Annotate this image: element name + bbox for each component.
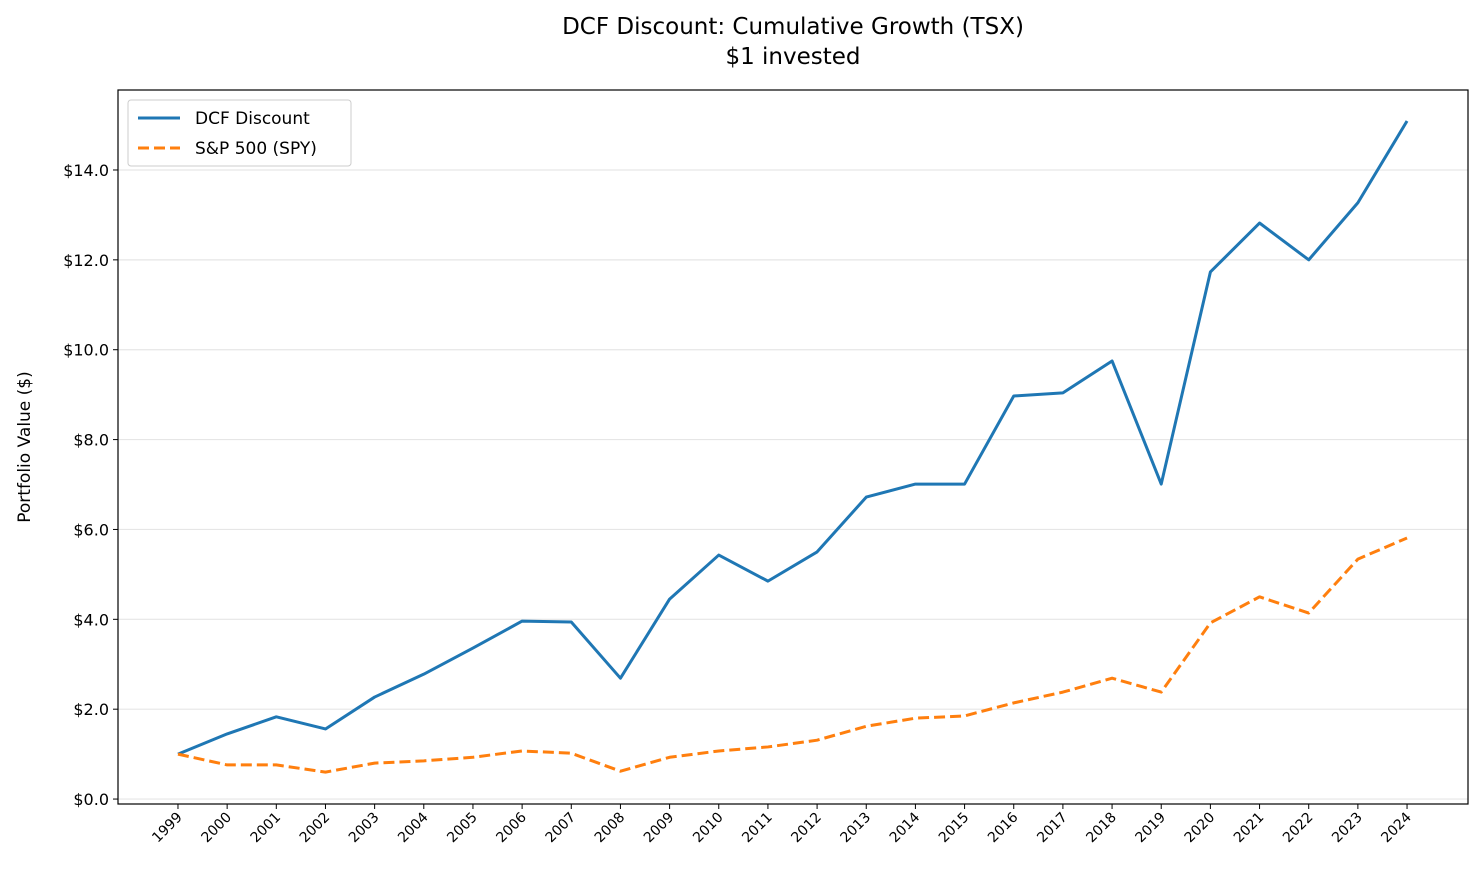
x-tick-label: 2007 bbox=[543, 810, 580, 847]
plot-frame bbox=[117, 89, 1469, 805]
x-tick-label: 2004 bbox=[395, 809, 432, 846]
x-tick-label: 2017 bbox=[1034, 810, 1071, 847]
x-tick-label: 2001 bbox=[248, 810, 285, 847]
y-tick-label: $4.0 bbox=[73, 610, 109, 629]
x-axis: 1999 2000 2001 2002 2003 2004 2005 2006 2007 2008… bbox=[149, 804, 1415, 846]
x-tick-label: 2003 bbox=[346, 810, 383, 847]
x-tick-label: 2006 bbox=[493, 809, 530, 846]
x-tick-label: 2019 bbox=[1133, 810, 1170, 847]
x-tick-label: 2005 bbox=[444, 810, 481, 847]
x-tick-label: 2000 bbox=[198, 810, 235, 847]
y-tick-label: $6.0 bbox=[73, 520, 109, 539]
y-tick-label: $0.0 bbox=[73, 790, 109, 809]
x-tick-label: 2011 bbox=[739, 810, 776, 847]
x-tick-label: 2024 bbox=[1378, 809, 1415, 846]
x-tick-label: 1999 bbox=[149, 810, 186, 847]
x-tick-label: 2016 bbox=[985, 809, 1022, 846]
x-tick-label: 2013 bbox=[838, 810, 875, 847]
x-tick-label: 2022 bbox=[1280, 810, 1317, 847]
y-tick-label: $12.0 bbox=[63, 251, 109, 270]
x-tick-label: 2015 bbox=[936, 810, 973, 847]
x-tick-label: 2009 bbox=[641, 810, 678, 847]
x-tick-label: 2020 bbox=[1182, 810, 1219, 847]
y-tick-label: $8.0 bbox=[73, 431, 109, 450]
x-tick-label: 2018 bbox=[1083, 810, 1120, 847]
x-tick-label: 2010 bbox=[690, 810, 727, 847]
y-tick-label: $2.0 bbox=[73, 700, 109, 719]
x-tick-label: 2014 bbox=[887, 809, 924, 846]
chart-title: DCF Discount: Cumulative Growth (TSX) bbox=[562, 14, 1024, 40]
grid bbox=[118, 169, 1468, 800]
y-tick-label: $14.0 bbox=[63, 161, 109, 180]
chart-subtitle: $1 invested bbox=[725, 44, 860, 70]
legend-label-spy: S&P 500 (SPY) bbox=[195, 139, 317, 159]
y-axis: $0.0 $2.0 $4.0 $6.0 $8.0 $10.0 $12.0 $14.0 bbox=[63, 161, 118, 809]
series-group bbox=[177, 120, 1409, 774]
x-tick-label: 2002 bbox=[297, 810, 334, 847]
x-tick-label: 2012 bbox=[788, 810, 825, 847]
x-tick-label: 2023 bbox=[1329, 810, 1366, 847]
series-line-dcf-discount bbox=[177, 120, 1409, 756]
legend: DCF Discount S&P 500 (SPY) bbox=[127, 99, 352, 167]
x-tick-label: 2021 bbox=[1231, 810, 1268, 847]
legend-label-dcf: DCF Discount bbox=[195, 109, 310, 129]
x-tick-label: 2008 bbox=[592, 810, 629, 847]
series-line-sp500 bbox=[177, 536, 1408, 774]
y-axis-label: Portfolio Value ($) bbox=[15, 371, 35, 523]
y-tick-label: $10.0 bbox=[63, 341, 109, 360]
legend-box bbox=[127, 99, 352, 167]
